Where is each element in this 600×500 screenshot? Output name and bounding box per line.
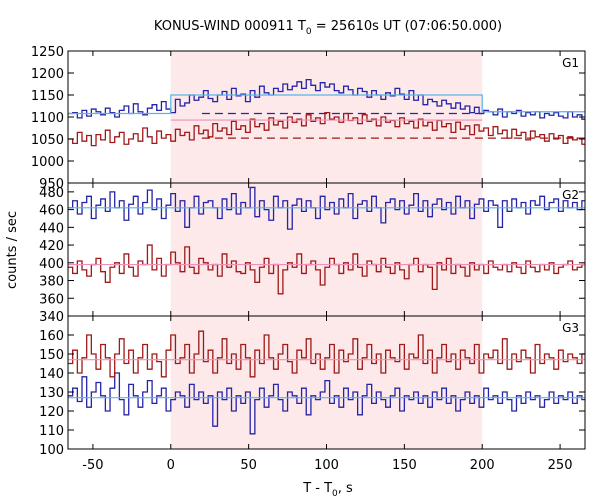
panel-g3: 100 110 120 130 140 150 160 G3 — [39, 315, 586, 458]
x-tick-label: 200 — [470, 458, 495, 473]
x-tick-label: 150 — [392, 458, 417, 473]
y-tick-label: 160 — [39, 329, 64, 344]
y-tick-label: 440 — [39, 221, 64, 236]
y-tick-label: 950 — [39, 177, 64, 192]
y-tick-label: 340 — [39, 310, 64, 325]
series-blue — [68, 78, 585, 120]
y-tick-label: 460 — [39, 204, 64, 219]
y-tick-label: 1150 — [31, 89, 64, 104]
panel-g2: 340 360 380 400 420 440 460 480 G2 — [39, 182, 586, 325]
x-tick-label: -50 — [82, 458, 103, 473]
shaded-interval — [170, 316, 483, 449]
y-tick-label: 1000 — [31, 155, 64, 170]
x-tick-label: 50 — [240, 458, 257, 473]
y-tick-label: 360 — [39, 292, 64, 307]
y-axis-label: counts / sec — [5, 211, 20, 289]
y-tick-label: 150 — [39, 348, 64, 363]
y-tick-label: 140 — [39, 367, 64, 382]
series-red — [68, 111, 585, 147]
series-blue — [68, 372, 585, 435]
y-tick-label: 1250 — [31, 45, 64, 60]
y-tick-label: 1200 — [31, 67, 64, 82]
panel-label: G3 — [562, 321, 579, 335]
y-tick-label: 400 — [39, 257, 64, 272]
y-tick-label: 380 — [39, 275, 64, 290]
panel-label: G1 — [562, 56, 579, 70]
shaded-interval — [170, 183, 483, 316]
fit-line-cyan — [68, 94, 585, 115]
shaded-interval — [170, 51, 483, 183]
plot-panels: 950 1000 1050 1100 1150 1200 1250 G1 340 360 380 40… — [31, 45, 586, 458]
x-axis-label: T - T0, s — [302, 481, 353, 499]
chart-title: KONUS-WIND 000911 T0 = 25610s UT (07:06:… — [154, 19, 502, 37]
y-tick-label: 480 — [39, 186, 64, 201]
x-tick-label: 250 — [548, 458, 573, 473]
series-red — [68, 244, 585, 295]
panel-g1: 950 1000 1050 1100 1150 1200 1250 G1 — [31, 45, 586, 192]
y-tick-label: 100 — [39, 443, 64, 458]
y-tick-label: 1100 — [31, 111, 64, 126]
series-blue — [68, 186, 585, 230]
x-tick-label: 100 — [314, 458, 339, 473]
series-red — [68, 330, 585, 378]
panel-label: G2 — [562, 188, 579, 202]
y-tick-label: 1050 — [31, 133, 64, 148]
x-tick-label: 0 — [167, 458, 175, 473]
y-tick-label: 110 — [39, 424, 64, 439]
y-tick-label: 420 — [39, 239, 64, 254]
y-tick-label: 130 — [39, 386, 64, 401]
y-tick-label: 120 — [39, 405, 64, 420]
x-tick-labels: -50 0 50 100 150 200 250 — [82, 458, 572, 473]
